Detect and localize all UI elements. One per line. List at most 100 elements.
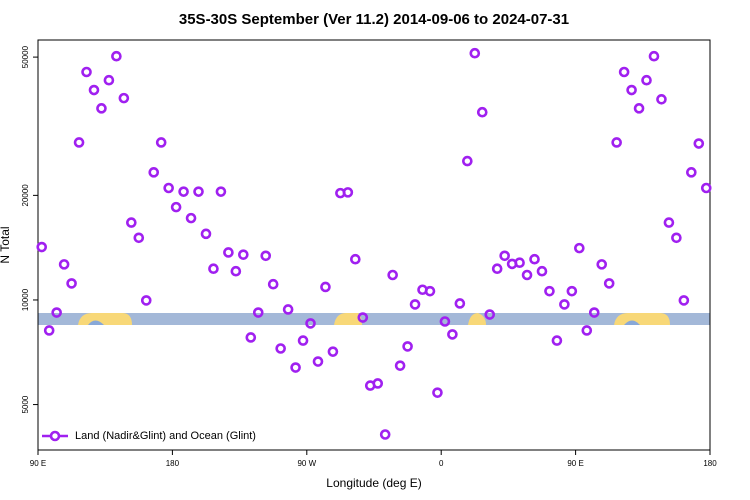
point (402, 341, 413, 352)
point (499, 250, 510, 262)
point (656, 94, 667, 105)
point (618, 66, 630, 78)
point (350, 253, 361, 265)
point (230, 265, 242, 277)
point (118, 92, 130, 104)
point (581, 325, 593, 336)
point (73, 137, 85, 148)
point (88, 84, 100, 96)
point (155, 137, 167, 148)
point (297, 335, 309, 346)
point (514, 257, 525, 269)
x-tick-label: 0 (439, 459, 444, 468)
x-axis-label: Longitude (deg E) (326, 476, 421, 490)
point (252, 307, 264, 318)
point (185, 212, 197, 224)
point (409, 299, 421, 310)
point (133, 232, 145, 244)
point (693, 138, 705, 149)
point (626, 84, 637, 96)
point (170, 201, 182, 213)
point (544, 285, 555, 297)
point (521, 269, 533, 281)
point (357, 312, 369, 323)
point (574, 242, 585, 254)
point (551, 335, 563, 346)
point (36, 241, 48, 253)
point (432, 387, 443, 398)
point (238, 249, 249, 260)
chart-title: 35S-30S September (Ver 11.2) 2014-09-06 … (179, 11, 569, 28)
point (215, 186, 227, 197)
point (686, 167, 697, 178)
point (282, 304, 294, 315)
point (454, 298, 466, 309)
point (96, 103, 107, 114)
x-tick-label: 180 (703, 459, 717, 468)
legend-marker (49, 430, 61, 442)
point (559, 299, 570, 310)
point (447, 329, 458, 340)
point (148, 167, 160, 178)
point (663, 217, 675, 228)
point (529, 253, 540, 265)
point (126, 217, 137, 228)
point (394, 360, 406, 371)
point (462, 155, 473, 167)
point (290, 362, 301, 373)
point (275, 343, 286, 354)
point (566, 285, 578, 297)
x-tick-label: 90 E (30, 459, 46, 468)
point (678, 295, 690, 306)
point (648, 50, 660, 62)
point (379, 429, 391, 440)
point (193, 186, 204, 197)
point (327, 346, 339, 357)
point (43, 325, 55, 336)
point (588, 307, 600, 318)
point (476, 106, 488, 118)
point (484, 309, 496, 320)
point (245, 332, 257, 343)
point (312, 356, 324, 367)
y-tick-label: 20000 (21, 184, 30, 207)
point (163, 182, 174, 194)
y-tick-label: 50000 (21, 45, 30, 68)
x-tick-label: 90 W (297, 459, 316, 468)
point (103, 74, 115, 86)
point (267, 278, 279, 290)
point (536, 265, 548, 277)
point (633, 103, 645, 114)
point (81, 66, 92, 78)
point (439, 316, 451, 327)
point (611, 137, 622, 148)
point (491, 263, 503, 275)
y-tick-label: 5000 (21, 395, 30, 413)
point (305, 318, 316, 329)
point (342, 187, 354, 198)
x-tick-label: 180 (166, 459, 180, 468)
x-tick-label: 90 E (567, 459, 583, 468)
point (140, 295, 152, 306)
point (671, 232, 682, 244)
point (51, 307, 62, 318)
point (223, 247, 234, 258)
point (66, 278, 77, 289)
legend-label: Land (Nadir&Glint) and Ocean (Glint) (75, 430, 256, 442)
y-axis-label: N Total (0, 226, 12, 263)
point (596, 259, 608, 270)
point (424, 285, 436, 297)
point (320, 281, 331, 293)
point (200, 228, 212, 240)
point (603, 278, 615, 289)
point (111, 50, 122, 62)
point (178, 186, 189, 197)
point (208, 263, 219, 275)
point (260, 250, 272, 262)
y-tick-label: 10000 (21, 288, 30, 311)
point (372, 378, 384, 389)
point (469, 47, 481, 59)
land-ocean-strip (38, 313, 710, 325)
point (641, 74, 652, 86)
